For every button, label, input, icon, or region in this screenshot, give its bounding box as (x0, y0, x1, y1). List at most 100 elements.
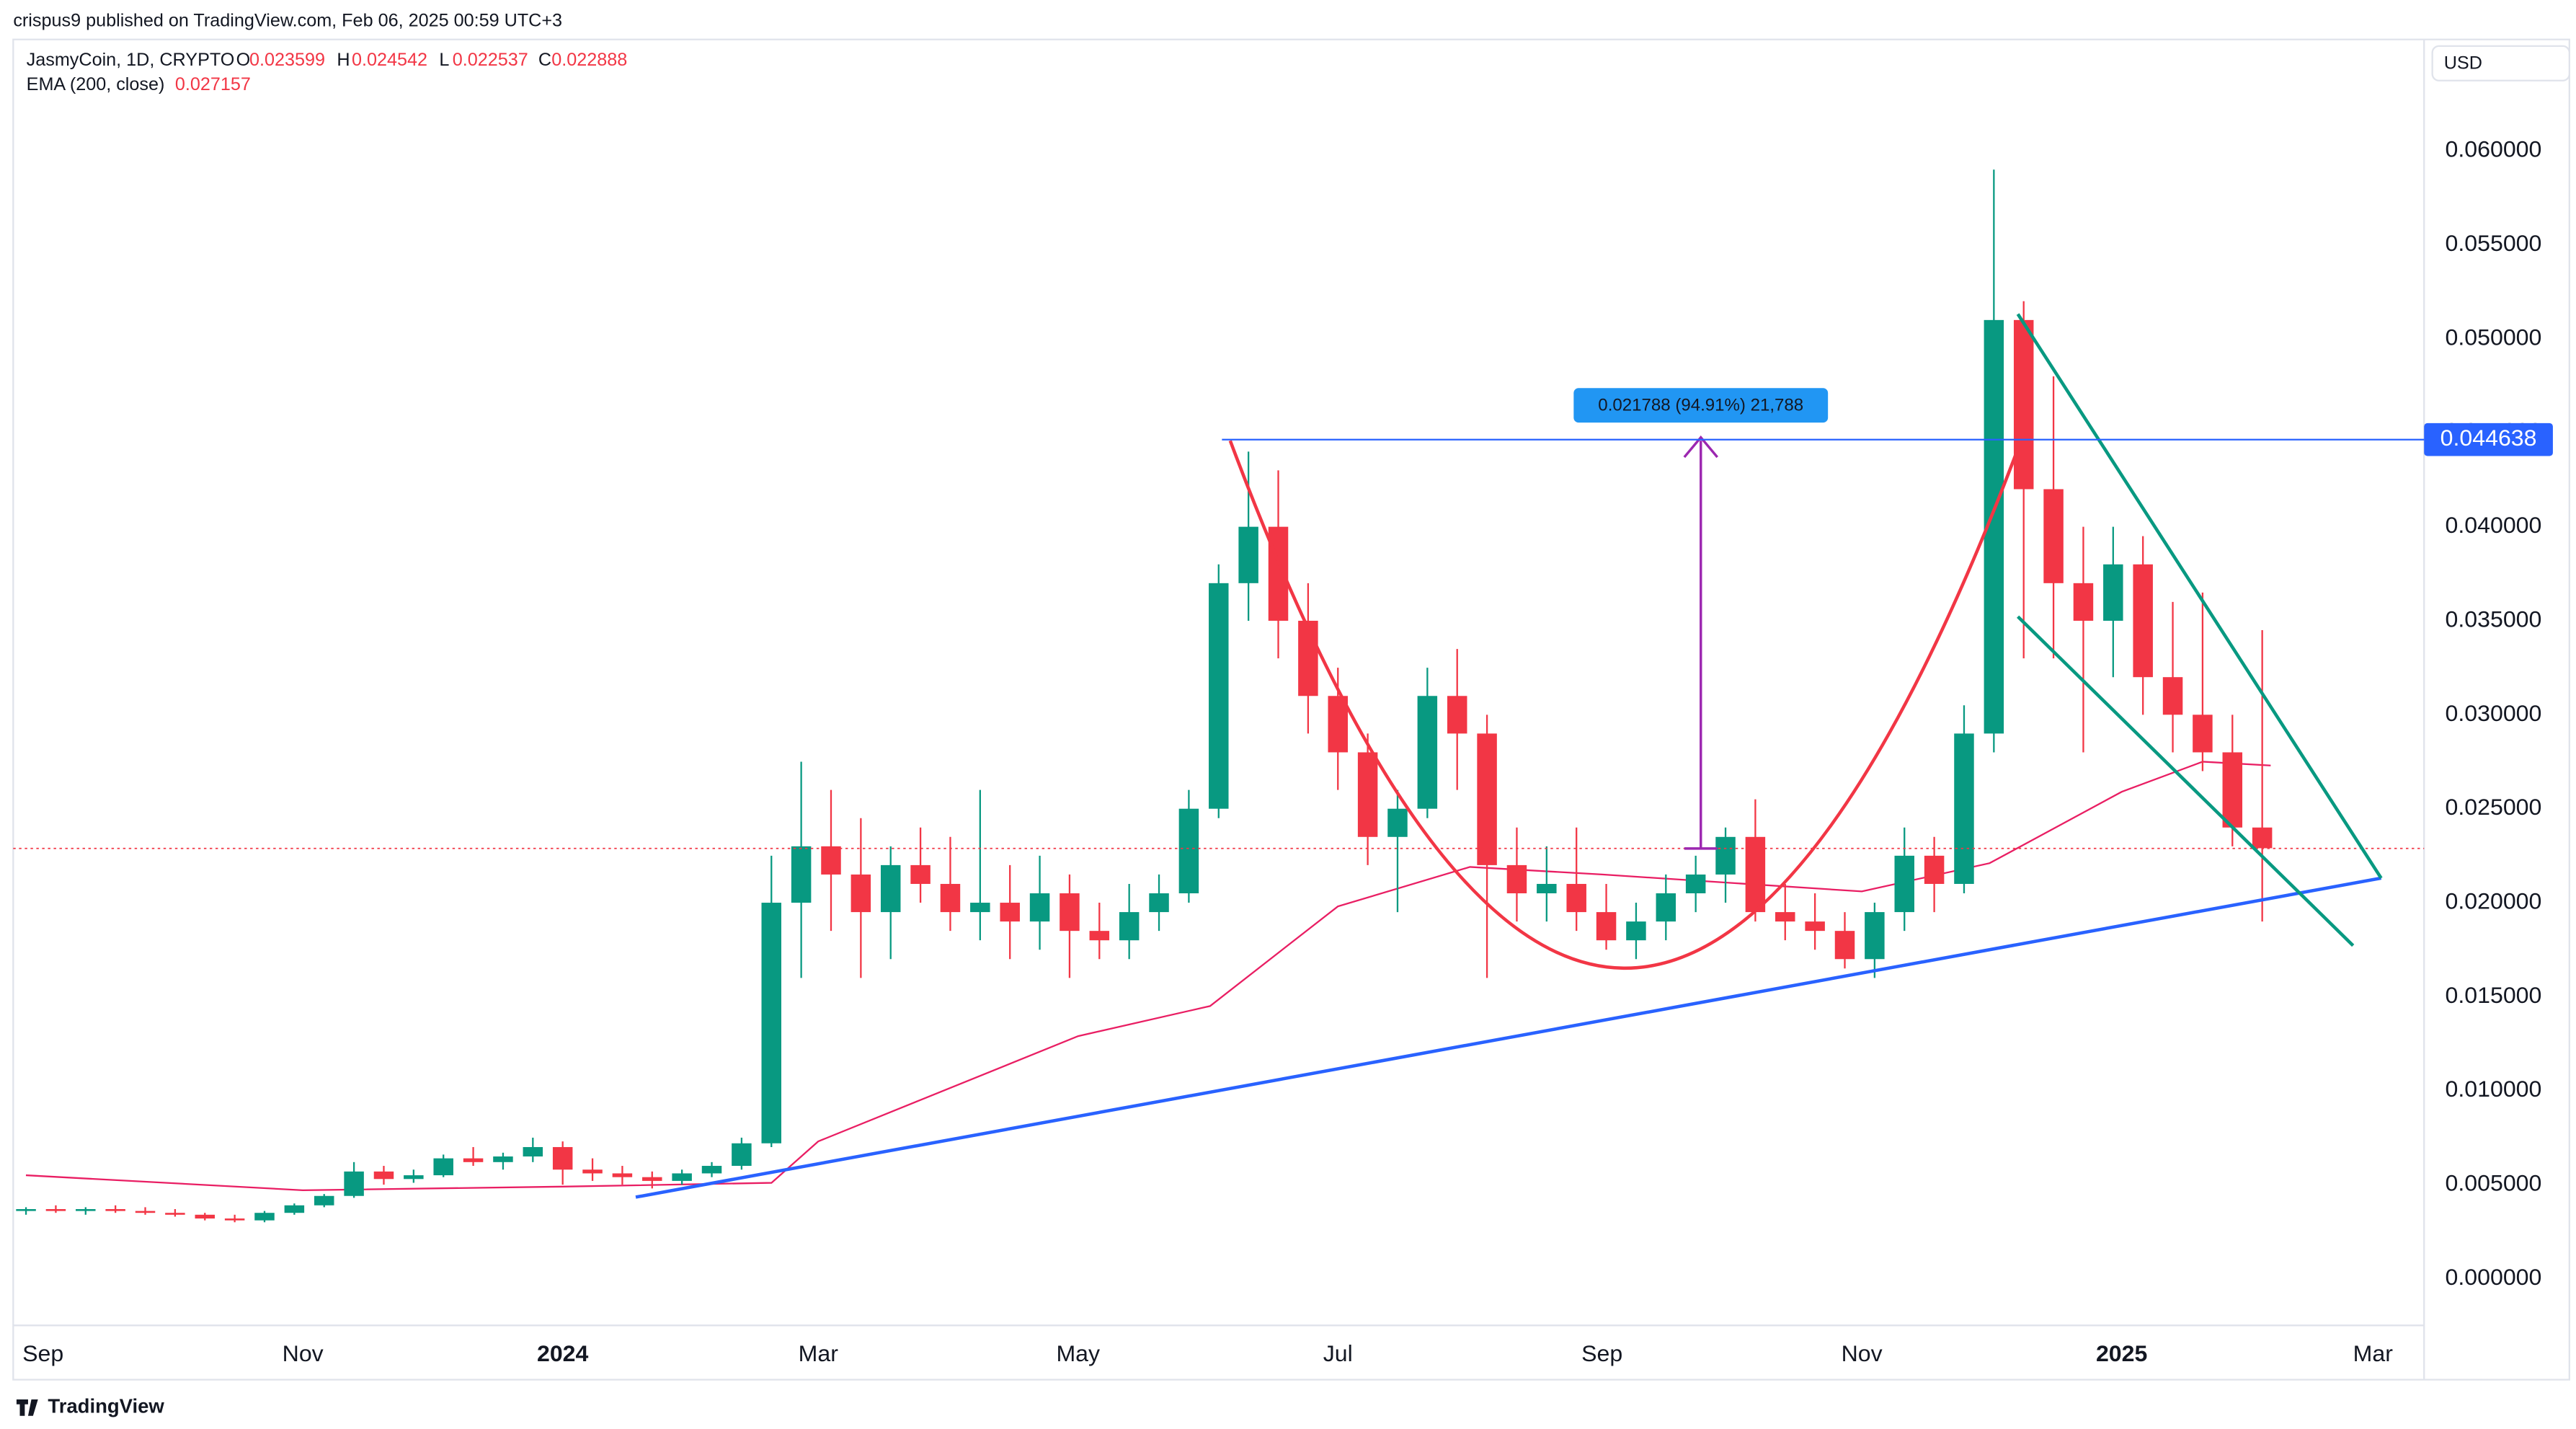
candle-body (1626, 921, 1646, 941)
candle-body (404, 1175, 424, 1180)
cup-curve (1228, 440, 2020, 970)
candle-body (135, 1211, 156, 1213)
candle-body (1238, 526, 1258, 583)
candle-body (1656, 893, 1676, 922)
frame (12, 38, 2570, 1381)
candle-body (2193, 714, 2213, 753)
x-tick-label: Jul (1323, 1340, 1353, 1366)
x-tick-label: 2025 (2096, 1340, 2147, 1366)
x-tick-label: Sep (1581, 1340, 1622, 1366)
candle-body (1745, 836, 1766, 913)
open-value: 0.023599 (249, 50, 325, 70)
candle-body (254, 1213, 275, 1221)
candle-body (612, 1173, 633, 1177)
candle-body (910, 864, 931, 884)
candle-body (1357, 752, 1378, 837)
candle-body (165, 1213, 185, 1215)
candle-body (2252, 827, 2273, 849)
low-label: L (439, 50, 449, 70)
high-value: 0.024542 (352, 50, 427, 70)
publisher: crispus9 published on TradingView.com, F… (13, 10, 562, 30)
candle-body (1029, 893, 1050, 922)
candle-body (2013, 319, 2034, 490)
y-tick-label: 0.060000 (2446, 136, 2542, 162)
y-tick-label: 0.025000 (2446, 794, 2542, 820)
candle-body (2222, 752, 2243, 828)
candle-body (642, 1177, 662, 1181)
candle-body (1000, 903, 1020, 922)
y-tick-label: 0.040000 (2446, 512, 2542, 538)
candle-body (1060, 893, 1080, 932)
candle-body (1834, 931, 1855, 960)
candle-body (1089, 931, 1110, 941)
candle-body (195, 1214, 216, 1219)
x-tick-label: Mar (2353, 1340, 2394, 1366)
candle-body (1954, 733, 1974, 884)
candle-body (2133, 564, 2153, 678)
ema-value: 0.027157 (175, 74, 251, 94)
candle-body (850, 874, 871, 913)
candle-body (1537, 883, 1557, 894)
candle-body (1596, 912, 1617, 941)
price-line-label: 0.044638 (2440, 425, 2537, 451)
candle-body (1506, 864, 1527, 894)
x-tick-label: Mar (799, 1340, 839, 1366)
candle-body (1566, 883, 1586, 913)
y-tick-label: 0.015000 (2446, 982, 2542, 1008)
candle-body (761, 903, 782, 1143)
candle-body (791, 846, 812, 903)
candle-body (582, 1169, 603, 1174)
candle-body (373, 1171, 394, 1180)
candle-body (76, 1208, 96, 1211)
candle-body (1865, 912, 1885, 960)
measure-arrowhead (1683, 435, 1718, 459)
candle-body (1209, 583, 1229, 809)
currency-box[interactable] (2431, 45, 2570, 81)
x-tick-label: Nov (1842, 1340, 1883, 1366)
candle-body (463, 1158, 484, 1162)
y-tick-label: 0.000000 (2446, 1264, 2542, 1290)
measure-label: 0.021788 (94.91%) 21,788 (1598, 396, 1803, 415)
candle-body (284, 1205, 305, 1213)
candle-body (552, 1146, 573, 1170)
candle-body (2073, 583, 2094, 621)
candle-body (314, 1195, 334, 1205)
candle-body (701, 1166, 722, 1174)
open-label: O (236, 50, 251, 70)
candle-body (732, 1143, 752, 1167)
candle-body (880, 864, 901, 913)
candle-body (1894, 855, 1914, 913)
candle-body (2162, 677, 2183, 715)
candle-body (1477, 733, 1497, 865)
candle-body (2103, 564, 2123, 621)
ema-legend: EMA (200, close) (27, 74, 165, 94)
candle-body (672, 1173, 692, 1181)
candle-body (1447, 696, 1467, 734)
tv-logo (16, 1399, 38, 1416)
y-tick-label: 0.035000 (2446, 606, 2542, 632)
candle-body (16, 1208, 36, 1211)
y-tick-label: 0.020000 (2446, 888, 2542, 914)
x-tick-label: May (1056, 1340, 1100, 1366)
wedge-lower (2017, 615, 2355, 947)
wedge-upper (2016, 313, 2383, 880)
candle-body (344, 1171, 364, 1196)
y-tick-label: 0.050000 (2446, 324, 2542, 350)
close-value: 0.022888 (551, 50, 627, 70)
x-tick-label: Nov (283, 1340, 324, 1366)
y-tick-label: 0.055000 (2446, 230, 2542, 256)
candle-body (821, 846, 841, 875)
ema-line (25, 761, 2271, 1191)
y-tick-label: 0.030000 (2446, 700, 2542, 726)
candle-body (940, 883, 961, 913)
candle-body (1715, 836, 1736, 875)
candle-body (1924, 855, 1945, 884)
candle-body (45, 1208, 66, 1211)
candle-body (1149, 893, 1169, 913)
currency[interactable]: USD (2444, 53, 2482, 74)
candle-body (1417, 696, 1438, 809)
low-value: 0.022537 (453, 50, 528, 70)
